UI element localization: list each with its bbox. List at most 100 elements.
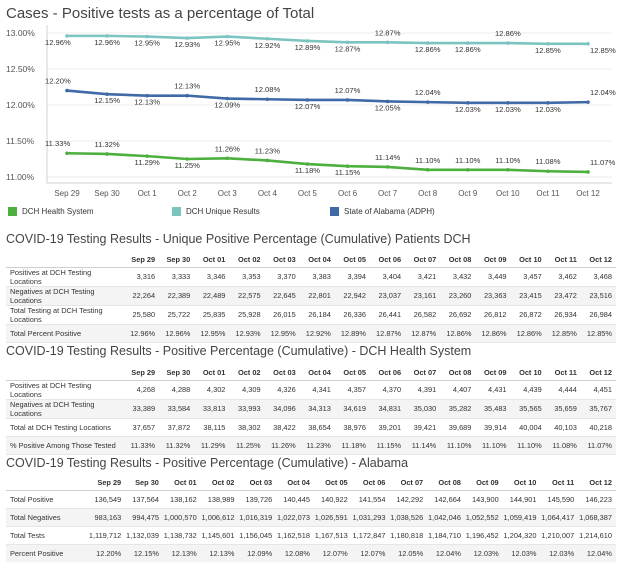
- data-point: [586, 100, 590, 104]
- table-cell: 3,394: [334, 267, 370, 287]
- table-cell: 38,422: [264, 418, 300, 437]
- data-point: [145, 93, 149, 98]
- row-label: Total Tests: [6, 526, 88, 545]
- table-cell: 12.95%: [264, 324, 300, 343]
- table-cell: 22,575: [229, 286, 265, 306]
- table-cell: 35,565: [510, 399, 546, 419]
- data-point: [265, 97, 270, 102]
- data-label: 11.10%: [455, 156, 480, 165]
- data-point: [225, 156, 230, 161]
- row-label: % Positive Among Those Tested: [6, 436, 124, 455]
- table-cell: 12.86%: [440, 324, 476, 343]
- data-point: [145, 154, 149, 158]
- data-point: [506, 168, 510, 172]
- data-label: 12.20%: [45, 77, 71, 86]
- data-label: 11.10%: [415, 156, 440, 165]
- x-tick-label: Oct 4: [258, 189, 278, 198]
- table-cell: 12.20%: [88, 544, 126, 562]
- column-header: Oct 10: [510, 366, 546, 381]
- table-cell: 1,204,320: [502, 526, 541, 545]
- table-cell: 12.03%: [540, 544, 579, 562]
- data-label: 12.87%: [375, 28, 401, 37]
- table-cell: 26,441: [369, 305, 406, 325]
- table-cell: 1,031,293: [351, 508, 390, 527]
- row-label: Total Positive: [6, 490, 88, 509]
- legend-swatch: [330, 207, 339, 216]
- table-cell: 4,391: [405, 380, 441, 400]
- data-point: [465, 101, 470, 105]
- data-point: [225, 34, 230, 39]
- data-label: 11.18%: [295, 166, 320, 175]
- table-cell: 35,659: [545, 399, 581, 419]
- table-cell: 12.13%: [200, 544, 239, 562]
- x-tick-label: Oct 11: [536, 189, 560, 198]
- table-cell: 1,214,610: [578, 526, 616, 545]
- table-cell: 39,201: [369, 418, 406, 437]
- data-label: 12.05%: [375, 103, 401, 112]
- column-header: Oct 07: [405, 366, 441, 381]
- table-cell: 35,767: [580, 399, 616, 419]
- table-dch-health-system: Sep 29 Sep 30 Oct 01 Oct 02 Oct 03 Oct 04 Oct …: [6, 366, 616, 455]
- data-point: [145, 34, 149, 39]
- x-tick-label: Oct 7: [378, 189, 398, 198]
- column-header: Oct 01: [194, 253, 230, 268]
- column-header: Oct 06: [369, 366, 406, 381]
- table-cell: 1,196,452: [464, 526, 503, 545]
- table-cell: 3,457: [510, 267, 546, 287]
- table-cell: 4,268: [124, 380, 160, 400]
- row-label: Negatives at DCH Testing Locations: [6, 286, 124, 306]
- table-cell: 4,326: [264, 380, 300, 400]
- table-unique-dch: Sep 29 Sep 30 Oct 01 Oct 02 Oct 03 Oct 04 Oct …: [6, 253, 616, 343]
- column-header: Oct 08: [427, 476, 465, 491]
- data-point: [105, 92, 109, 96]
- data-label: 12.86%: [495, 29, 521, 38]
- table-cell: 143,900: [464, 490, 503, 509]
- table-cell: 4,370: [369, 380, 406, 400]
- table-cell: 12.85%: [580, 324, 616, 343]
- table-cell: 3,432: [440, 267, 476, 287]
- table-cell: 138,162: [162, 490, 201, 509]
- legend-swatch: [172, 207, 181, 216]
- table-cell: 40,004: [510, 418, 546, 437]
- series-line: [67, 34, 588, 46]
- table-row: Negatives at DCH Testing Locations 33,389…: [6, 399, 616, 419]
- column-header: Oct 03: [238, 476, 277, 491]
- column-header: Sep 29: [88, 476, 126, 491]
- table-cell: 4,357: [334, 380, 370, 400]
- table-cell: 1,000,570: [162, 508, 201, 527]
- table-cell: 4,451: [580, 380, 616, 400]
- table-cell: 34,313: [299, 399, 335, 419]
- row-label: Percent Positive: [6, 544, 88, 562]
- table-cell: 12.09%: [238, 544, 277, 562]
- column-header: Oct 07: [405, 253, 441, 268]
- table-row: Total Positive 136,549 137,564 138,162 138,9…: [6, 490, 616, 509]
- legend-swatch: [8, 207, 17, 216]
- table-cell: 4,431: [475, 380, 511, 400]
- data-point: [105, 152, 109, 156]
- table-cell: 12.89%: [334, 324, 370, 343]
- data-label: 12.08%: [255, 85, 281, 94]
- table-cell: 983,163: [88, 508, 126, 527]
- column-header: Oct 12: [578, 476, 616, 491]
- data-label: 12.87%: [335, 44, 361, 53]
- table-cell: 4,341: [299, 380, 335, 400]
- table-cell: 26,184: [299, 305, 335, 325]
- table-cell: 3,316: [124, 267, 160, 287]
- table-cell: 137,564: [125, 490, 163, 509]
- column-header: Oct 11: [540, 476, 579, 491]
- table-cell: 4,288: [159, 380, 195, 400]
- column-header: Oct 09: [475, 253, 511, 268]
- data-point: [185, 157, 190, 161]
- legend-item-state-of-alabama: State of Alabama (ADPH): [330, 207, 435, 216]
- data-label: 12.92%: [255, 41, 281, 50]
- table-cell: 3,449: [475, 267, 511, 287]
- table-cell: 142,664: [427, 490, 465, 509]
- column-header: Oct 11: [545, 253, 581, 268]
- x-tick-label: Oct 8: [418, 189, 438, 198]
- table-cell: 12.07%: [351, 544, 390, 562]
- table-cell: 11.26%: [264, 436, 300, 455]
- data-label: 12.93%: [174, 40, 200, 49]
- table-cell: 3,333: [159, 267, 195, 287]
- table-cell: 1,184,710: [427, 526, 465, 545]
- column-header: Oct 01: [194, 366, 230, 381]
